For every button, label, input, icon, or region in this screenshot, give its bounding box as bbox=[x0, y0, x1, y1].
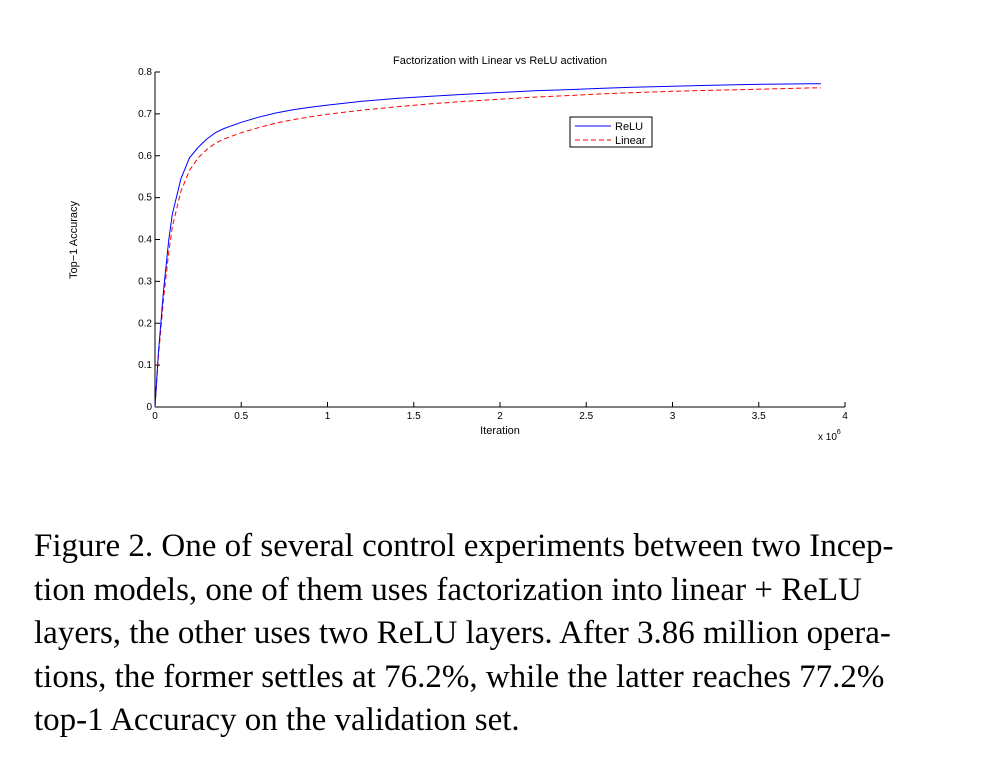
legend-label-relu: ReLU bbox=[615, 121, 643, 133]
y-tick-label: 0.1 bbox=[138, 360, 152, 371]
y-tick-label: 0.8 bbox=[138, 67, 152, 78]
y-tick-label: 0 bbox=[146, 402, 152, 413]
caption-line: tion models, one of them uses factorizat… bbox=[34, 571, 862, 608]
x-tick-label: 3.5 bbox=[752, 411, 766, 422]
y-ticks: 0 0.1 0.2 0.3 0.4 0.5 0.6 0.7 0.8 bbox=[138, 67, 160, 413]
caption-line: top-1 Accuracy on the validation set. bbox=[34, 702, 520, 738]
caption-line: tions, the former settles at 76.2%, whil… bbox=[34, 658, 885, 695]
chart-title: Factorization with Linear vs ReLU activa… bbox=[393, 55, 607, 67]
y-tick-label: 0.3 bbox=[138, 276, 152, 287]
plot-area: 0 0.1 0.2 0.3 0.4 0.5 0.6 0.7 0.8 0 0.5 1 1.5 2 2.5 3 3… bbox=[138, 67, 848, 422]
x-tick-label: 0.5 bbox=[234, 411, 248, 422]
y-tick-label: 0.4 bbox=[138, 235, 152, 246]
x-axis-multiplier-base: x 10 bbox=[818, 432, 837, 443]
x-tick-label: 1.5 bbox=[407, 411, 421, 422]
x-tick-label: 2.5 bbox=[579, 411, 593, 422]
y-tick-label: 0.5 bbox=[138, 193, 152, 204]
x-axis-label: Iteration bbox=[480, 425, 520, 437]
x-tick-label: 1 bbox=[325, 411, 331, 422]
y-tick-label: 0.6 bbox=[138, 151, 152, 162]
figure-caption: Figure 2. One of several control experim… bbox=[34, 525, 976, 743]
x-axis-multiplier: x 106 bbox=[818, 429, 841, 443]
x-tick-label: 3 bbox=[670, 411, 676, 422]
caption-line: Figure 2. One of several control experim… bbox=[34, 528, 894, 564]
legend-label-linear: Linear bbox=[615, 135, 646, 147]
legend: ReLU Linear bbox=[569, 116, 653, 148]
chart-figure: Factorization with Linear vs ReLU activa… bbox=[68, 55, 848, 443]
x-ticks: 0 0.5 1 1.5 2 2.5 3 3.5 4 bbox=[152, 402, 848, 422]
y-axis-label: Top−1 Accuracy bbox=[68, 201, 80, 279]
y-tick-label: 0.2 bbox=[138, 318, 152, 329]
series-line-relu bbox=[154, 83, 821, 408]
legend-box bbox=[569, 116, 653, 148]
series-line-linear bbox=[154, 87, 821, 408]
caption-line: layers, the other uses two ReLU layers. … bbox=[34, 615, 891, 651]
x-tick-label: 4 bbox=[842, 411, 848, 422]
x-tick-label: 0 bbox=[152, 411, 158, 422]
series-lines bbox=[154, 83, 821, 408]
y-tick-label: 0.7 bbox=[138, 109, 152, 120]
x-axis-multiplier-exponent: 6 bbox=[837, 429, 841, 436]
x-tick-label: 2 bbox=[497, 411, 503, 422]
